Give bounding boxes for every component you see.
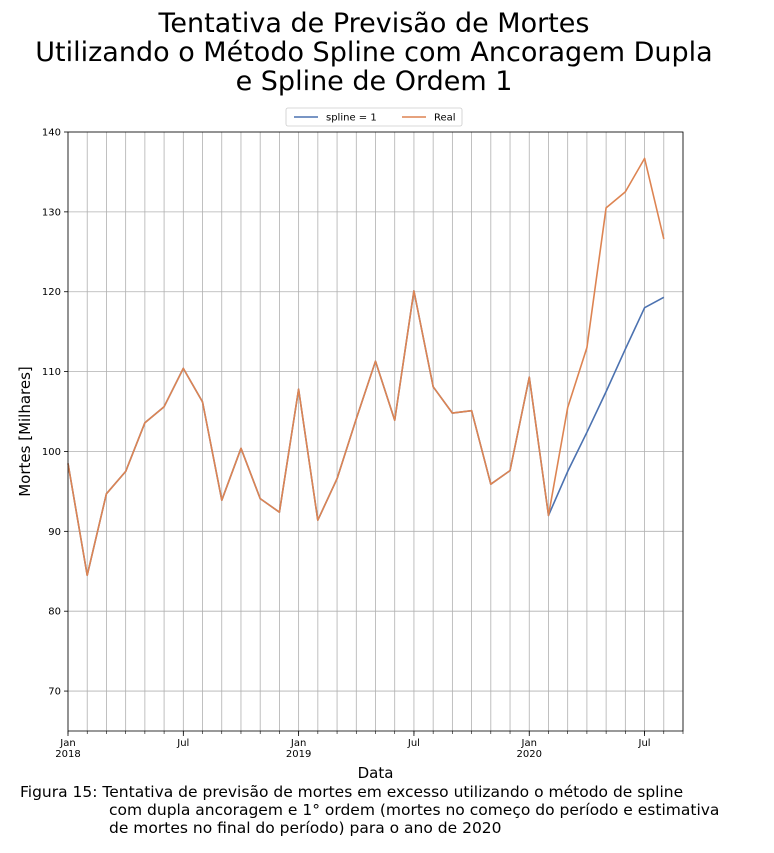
- x-tick-label: Jul: [407, 738, 420, 749]
- series-line-real: [67, 157, 665, 577]
- x-tick-label: Jan: [290, 738, 306, 749]
- legend-label: Real: [434, 113, 456, 124]
- chart-title-line-1: Tentativa de Previsão de Mortes: [158, 8, 590, 39]
- series-line-spline: [67, 290, 665, 577]
- caption-line-3: de mortes no final do período) para o an…: [109, 819, 502, 837]
- chart-title-line-2: Utilizando o Método Spline com Ancoragem…: [35, 37, 712, 68]
- chart-series: [67, 157, 665, 577]
- caption-line-1: Figura 15: Tentativa de previsão de mort…: [20, 783, 684, 801]
- x-tick-label: Jan: [521, 738, 537, 749]
- line-chart: Tentativa de Previsão de MortesUtilizand…: [16, 8, 713, 780]
- y-tick-label: 100: [42, 447, 61, 458]
- chart-legend: spline = 1 Real: [285, 107, 463, 127]
- x-tick-label: 2019: [286, 749, 311, 760]
- y-axis-ticks: 70 80 90 100 110 120 130 140: [42, 128, 68, 698]
- x-tick-label: Jul: [176, 738, 189, 749]
- x-tick-label: 2018: [55, 749, 80, 760]
- y-tick-label: 70: [48, 687, 61, 698]
- chart-title-line-3: e Spline de Ordem 1: [236, 66, 513, 97]
- chart-title: Tentativa de Previsão de MortesUtilizand…: [35, 8, 712, 97]
- y-tick-label: 130: [42, 207, 61, 218]
- x-tick-label: Jul: [638, 738, 651, 749]
- chart-grid: [67, 131, 684, 731]
- caption-line-2: com dupla ancoragem e 1° ordem (mortes n…: [109, 801, 720, 819]
- y-axis-label: Mortes [Milhares]: [16, 366, 34, 497]
- legend-box: [285, 107, 463, 127]
- y-tick-label: 110: [42, 367, 61, 378]
- x-axis-label: Data: [358, 764, 394, 780]
- figure-caption: Figura 15: Tentativa de previsão de mort…: [20, 783, 770, 837]
- y-tick-label: 120: [42, 287, 61, 298]
- y-tick-label: 80: [48, 607, 61, 618]
- x-tick-label: 2020: [517, 749, 542, 760]
- x-tick-label: Jan: [59, 738, 75, 749]
- y-tick-label: 140: [42, 128, 61, 139]
- y-tick-label: 90: [48, 527, 61, 538]
- legend-label: spline = 1: [326, 113, 377, 124]
